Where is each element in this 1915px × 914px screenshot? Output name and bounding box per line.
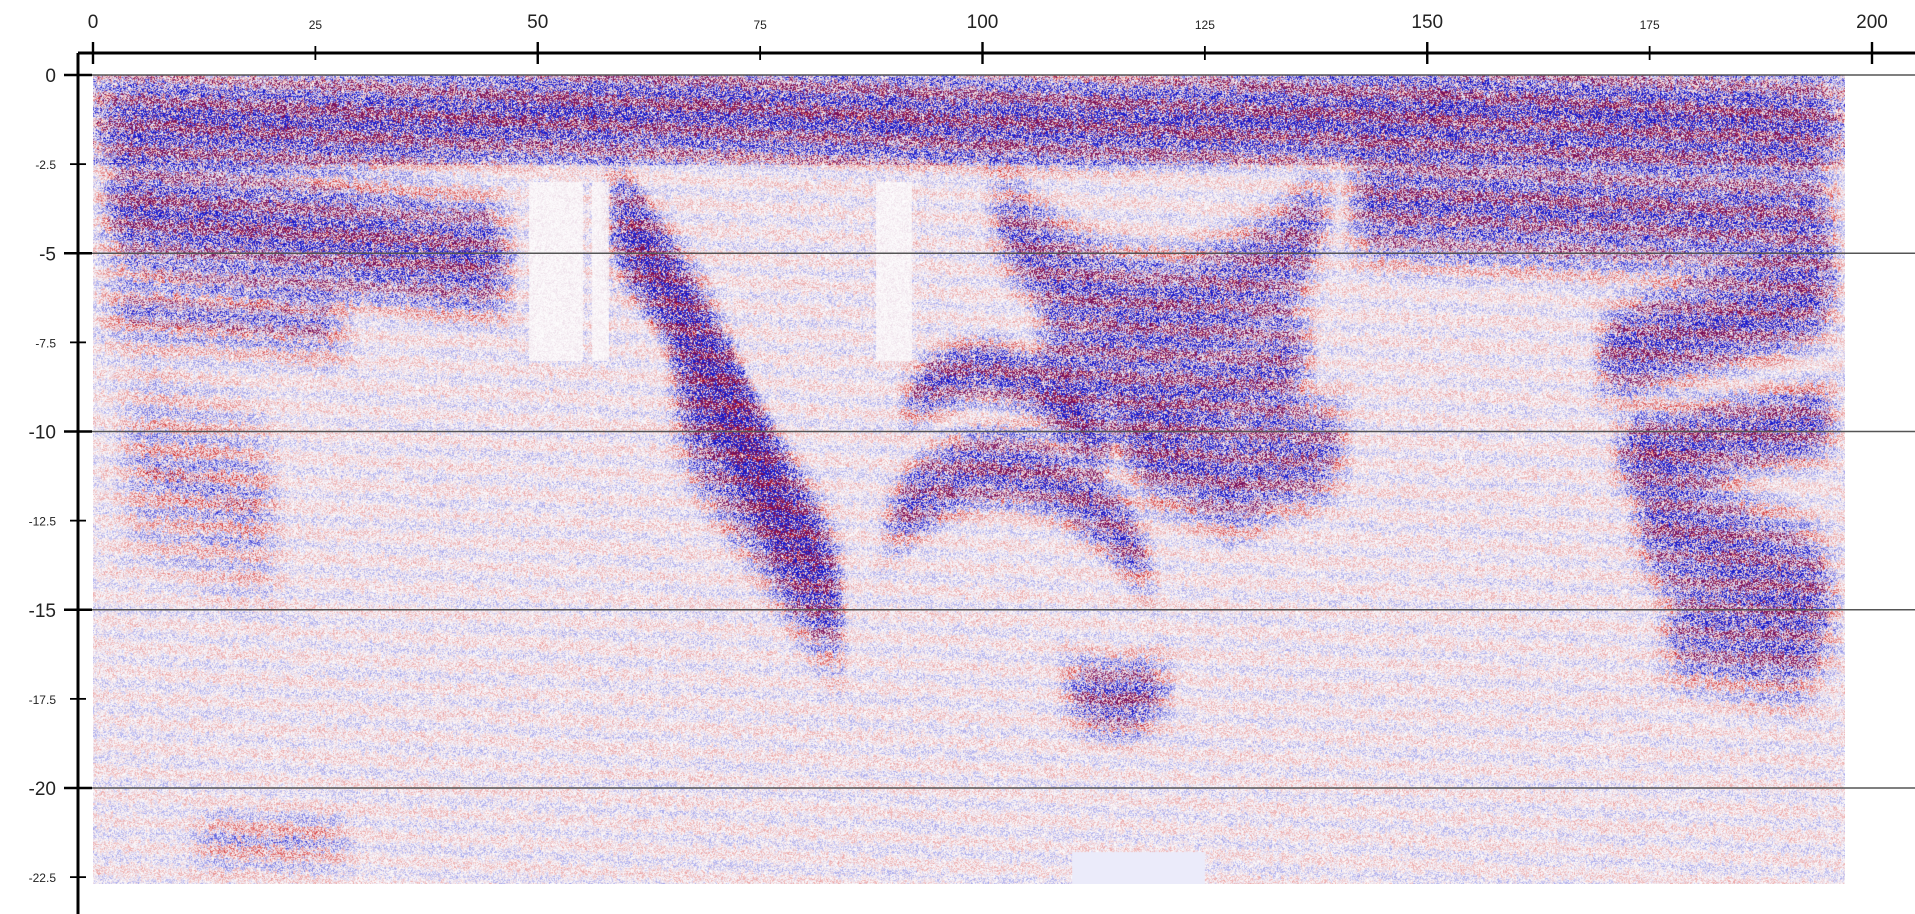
x-major-tick-label: 200: [1856, 12, 1888, 33]
y-minor-tick-label: -22.5: [29, 871, 57, 885]
y-minor-tick-label: -17.5: [29, 693, 57, 707]
x-major-tick-label: 150: [1411, 12, 1443, 33]
seismic-raster: [93, 75, 1845, 884]
y-major-tick-label: -15: [29, 601, 56, 622]
y-axis-ticks: 0 -5 -10 -15 -20 -2.5 -7.5 -12.5 -17.5 -22.5: [29, 66, 92, 885]
y-major-tick-label: -5: [39, 244, 56, 265]
y-minor-tick-label: -12.5: [29, 515, 57, 529]
x-major-tick-label: 50: [527, 12, 548, 33]
x-major-tick-label: 100: [967, 12, 999, 33]
x-minor-tick-label: 25: [309, 18, 323, 32]
seismic-image: [93, 75, 1845, 884]
axes: [76, 51, 1915, 914]
y-major-tick-label: -10: [29, 423, 56, 444]
x-major-tick-label: 0: [88, 12, 99, 33]
y-major-tick-label: 0: [45, 66, 56, 87]
y-minor-tick-label: -2.5: [35, 158, 56, 172]
y-major-tick-label: -20: [29, 779, 56, 800]
y-minor-tick-label: -7.5: [35, 336, 56, 350]
grid-lines: [73, 74, 1915, 789]
x-minor-tick-label: 175: [1640, 18, 1660, 32]
x-minor-tick-label: 125: [1195, 18, 1215, 32]
x-axis-ticks: 0 50 100 150 200 25 75 125 175: [88, 12, 1888, 64]
x-minor-tick-label: 75: [753, 18, 767, 32]
